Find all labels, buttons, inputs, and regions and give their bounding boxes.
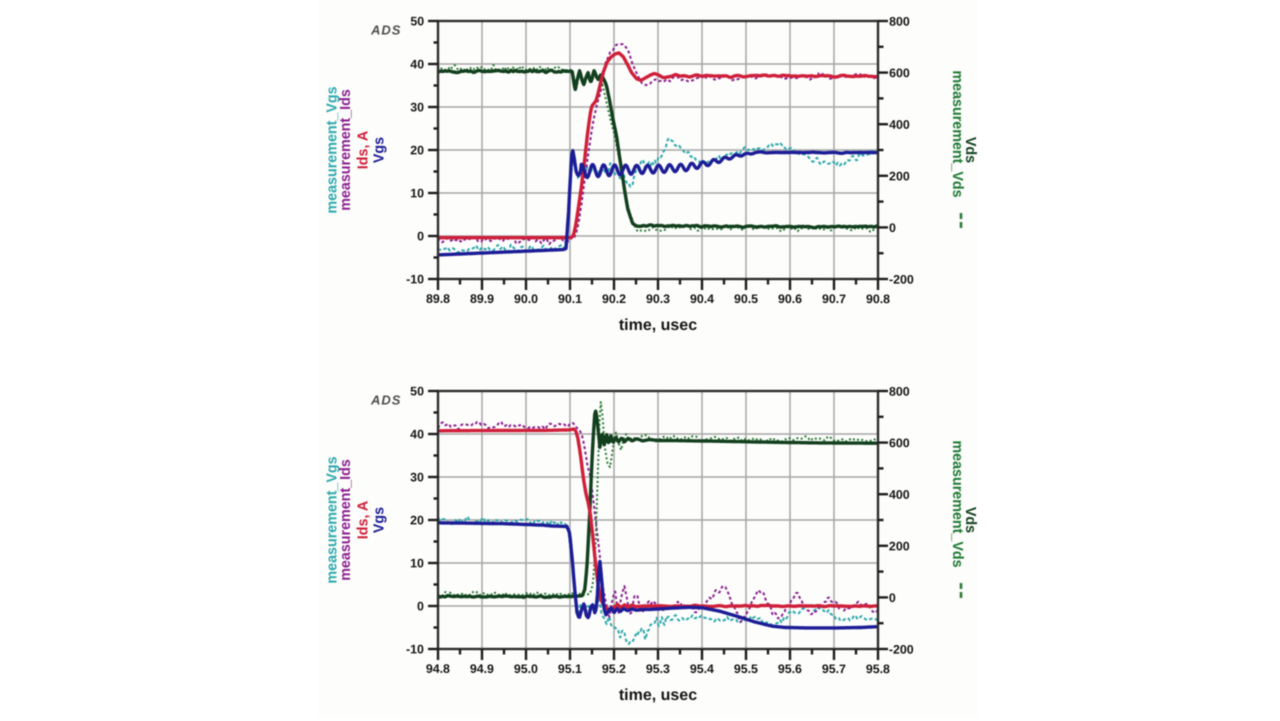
svg-text:Vgs: Vgs [372, 137, 388, 163]
svg-text:89.9: 89.9 [470, 292, 494, 306]
svg-text:time, usec: time, usec [619, 317, 697, 334]
svg-text:Ids, A: Ids, A [356, 501, 372, 539]
svg-text:10: 10 [410, 556, 424, 570]
svg-text:50: 50 [410, 384, 424, 398]
svg-text:400: 400 [889, 488, 910, 502]
svg-text:90.8: 90.8 [866, 292, 890, 306]
svg-text:40: 40 [410, 427, 424, 441]
svg-text:89.8: 89.8 [426, 292, 450, 306]
svg-text:95.3: 95.3 [646, 662, 670, 676]
svg-text:measurement_Vds: measurement_Vds [949, 440, 965, 567]
svg-text:90.2: 90.2 [602, 292, 626, 306]
svg-text:94.8: 94.8 [426, 662, 450, 676]
svg-text:30: 30 [410, 100, 424, 114]
svg-text:600: 600 [889, 66, 910, 80]
svg-text:0: 0 [889, 591, 896, 605]
svg-text:measurement_Ids: measurement_Ids [338, 89, 354, 211]
svg-text:40: 40 [410, 57, 424, 71]
svg-text:Ids, A: Ids, A [356, 131, 372, 169]
svg-text:90.3: 90.3 [646, 292, 670, 306]
svg-text:800: 800 [889, 15, 910, 29]
svg-text:20: 20 [410, 143, 424, 157]
svg-text:90.1: 90.1 [558, 292, 582, 306]
svg-text:600: 600 [889, 436, 910, 450]
svg-text:90.5: 90.5 [734, 292, 758, 306]
svg-text:50: 50 [410, 14, 424, 28]
svg-text:time, usec: time, usec [619, 687, 697, 704]
svg-text:800: 800 [889, 385, 910, 399]
svg-text:95.7: 95.7 [822, 662, 846, 676]
svg-text:measurement_Ids: measurement_Ids [338, 459, 354, 581]
svg-text:90.4: 90.4 [690, 292, 714, 306]
svg-text:30: 30 [410, 470, 424, 484]
svg-text:0: 0 [417, 599, 424, 613]
svg-text:ADS: ADS [370, 392, 401, 407]
svg-text:Vds: Vds [962, 137, 978, 163]
svg-text:Vgs: Vgs [372, 507, 388, 533]
svg-text:95.5: 95.5 [734, 662, 758, 676]
svg-text:-10: -10 [406, 642, 424, 656]
svg-text:95.1: 95.1 [558, 662, 582, 676]
svg-text:95.2: 95.2 [602, 662, 626, 676]
svg-text:95.8: 95.8 [866, 662, 890, 676]
svg-text:90.6: 90.6 [778, 292, 802, 306]
svg-text:200: 200 [889, 169, 910, 183]
svg-text:0: 0 [889, 221, 896, 235]
svg-text:measurement_Vgs: measurement_Vgs [325, 86, 341, 213]
svg-text:0: 0 [417, 229, 424, 243]
svg-text:measurement_Vgs: measurement_Vgs [325, 456, 341, 583]
svg-text:10: 10 [410, 186, 424, 200]
svg-text:20: 20 [410, 513, 424, 527]
svg-text:95.0: 95.0 [514, 662, 538, 676]
svg-text:ADS: ADS [370, 22, 401, 37]
svg-text:94.9: 94.9 [470, 662, 494, 676]
svg-text:95.4: 95.4 [690, 662, 714, 676]
svg-text:Vds: Vds [962, 507, 978, 533]
svg-text:-200: -200 [889, 643, 914, 657]
svg-text:400: 400 [889, 118, 910, 132]
svg-text:90.0: 90.0 [514, 292, 538, 306]
svg-text:-10: -10 [406, 272, 424, 286]
svg-text:-200: -200 [889, 273, 914, 287]
svg-text:measurement_Vds: measurement_Vds [949, 70, 965, 197]
svg-text:200: 200 [889, 539, 910, 553]
svg-text:95.6: 95.6 [778, 662, 802, 676]
svg-text:90.7: 90.7 [822, 292, 846, 306]
